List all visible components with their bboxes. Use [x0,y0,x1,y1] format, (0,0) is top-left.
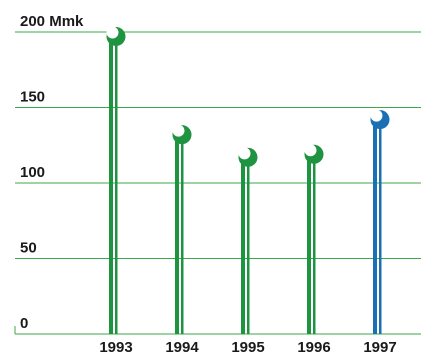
y-tick-label: 50 [20,240,37,257]
bar-stem-right [247,157,250,334]
x-tick-label: 1997 [363,339,396,355]
y-tick-label: 200 Mmk [20,13,84,30]
bar-stem-right [379,119,382,334]
bar-cap-highlight [370,109,383,122]
bar-1993 [106,26,126,334]
x-tick-labels: 1993 1994 1995 1996 1997 [99,339,396,355]
y-tick-labels: 0 50 100 150 200 Mmk [20,13,84,332]
bar-stem-left [109,36,113,334]
bar-stem-left [241,157,245,334]
y-tick-label: 150 [20,89,45,106]
x-tick-label: 1996 [297,339,330,355]
bar-cap-highlight [238,147,251,160]
bar-cap-highlight [106,26,119,39]
bar-stem-right [115,36,118,334]
bar-1994 [172,124,192,334]
grid-layer [14,31,421,335]
x-tick-label: 1994 [165,339,199,355]
bar-stem-left [175,134,179,334]
bar-stem-left [373,119,377,334]
y-tick-label: 0 [20,315,28,332]
bar-stem-right [181,134,184,334]
bar-stem-right [313,154,316,334]
bar-1997 [370,109,390,334]
bar-1995 [238,147,258,334]
y-tick-label: 100 [20,164,45,181]
bar-cap-highlight [172,124,185,137]
x-tick-label: 1995 [231,339,264,355]
bar-1996 [304,144,324,334]
bar-stem-left [307,154,311,334]
bars-layer [106,26,390,334]
bar-cap-highlight [304,144,317,157]
x-tick-label: 1993 [99,339,132,355]
